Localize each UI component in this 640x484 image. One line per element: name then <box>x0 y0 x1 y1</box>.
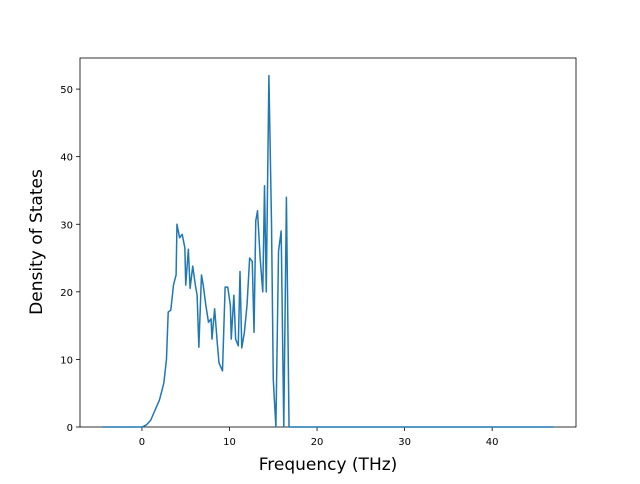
y-tick-label: 10 <box>60 355 73 366</box>
x-tick-label: 40 <box>486 437 499 448</box>
y-tick-label: 0 <box>67 423 73 434</box>
x-tick-label: 10 <box>223 437 236 448</box>
line-series <box>102 74 554 428</box>
x-tick-label: 20 <box>311 437 324 448</box>
y-axis-label: Density of States <box>27 169 47 315</box>
x-axis-label: Frequency (THz) <box>259 455 398 475</box>
x-tick-label: 0 <box>139 437 145 448</box>
y-tick-label: 30 <box>60 220 73 231</box>
y-tick-label: 50 <box>60 85 73 96</box>
y-tick-label: 40 <box>60 153 73 164</box>
plot-frame <box>79 57 577 428</box>
y-tick-label: 20 <box>60 288 73 299</box>
x-tick-label: 30 <box>398 437 411 448</box>
